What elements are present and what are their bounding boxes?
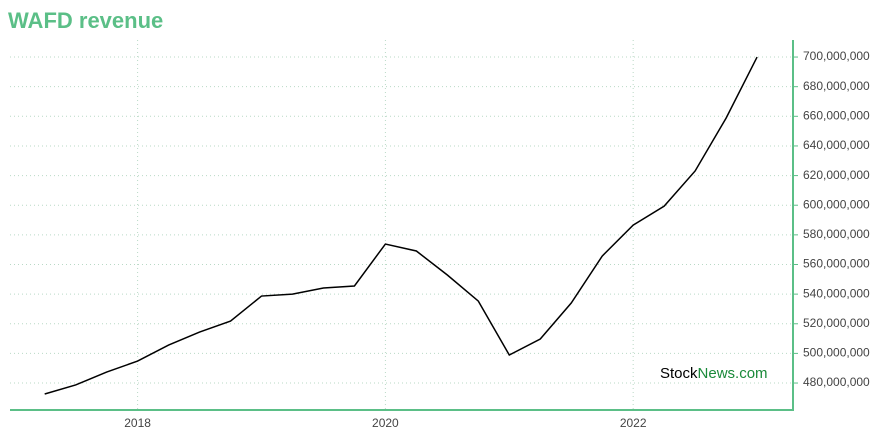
y-tick-label: 580,000,000: [803, 227, 870, 241]
y-tick-label: 560,000,000: [803, 257, 870, 271]
y-tick-label: 600,000,000: [803, 197, 870, 211]
watermark-stock: Stock: [660, 365, 698, 382]
line: [44, 56, 758, 395]
watermark-news: News.com: [698, 365, 768, 382]
y-tick-label: 620,000,000: [803, 168, 870, 182]
x-tick-label: 2018: [124, 416, 151, 430]
x-tick-label: 2020: [372, 416, 399, 430]
y-tick-label: 520,000,000: [803, 316, 870, 330]
x-tick-label: 2022: [620, 416, 647, 430]
y-tick-label: 640,000,000: [803, 138, 870, 152]
y-tick-label: 700,000,000: [803, 49, 870, 63]
y-tick-label: 540,000,000: [803, 286, 870, 300]
watermark: StockNews.com: [660, 365, 768, 382]
y-tick-label: 660,000,000: [803, 108, 870, 122]
y-tick-label: 500,000,000: [803, 346, 870, 360]
chart-title: WAFD revenue: [8, 8, 163, 33]
y-tick-label: 480,000,000: [803, 375, 870, 389]
y-tick-label: 680,000,000: [803, 79, 870, 93]
